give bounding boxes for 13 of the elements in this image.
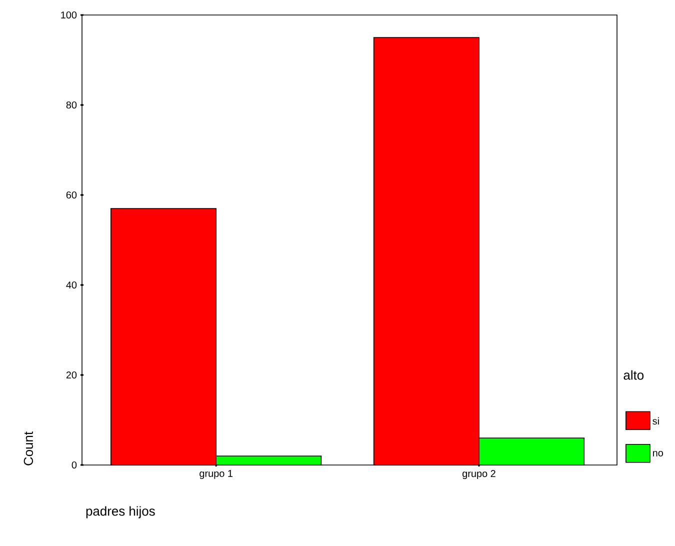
legend-label: si	[652, 417, 659, 425]
y-tick-label: 80	[66, 101, 77, 109]
y-tick-label: 60	[66, 191, 77, 199]
y-tick-label: 20	[66, 371, 77, 379]
y-tick-label: 0	[72, 461, 77, 469]
x-tick-label: grupo 1	[200, 470, 232, 479]
x-axis-title: padres hijos	[86, 506, 155, 518]
y-axis-title: Count	[24, 432, 33, 466]
legend-title: alto	[624, 370, 644, 380]
legend-label: no	[652, 450, 663, 456]
y-tick-label: 100	[61, 11, 77, 19]
x-tick-label: grupo 2	[462, 470, 496, 480]
y-tick-label: 40	[66, 281, 77, 289]
